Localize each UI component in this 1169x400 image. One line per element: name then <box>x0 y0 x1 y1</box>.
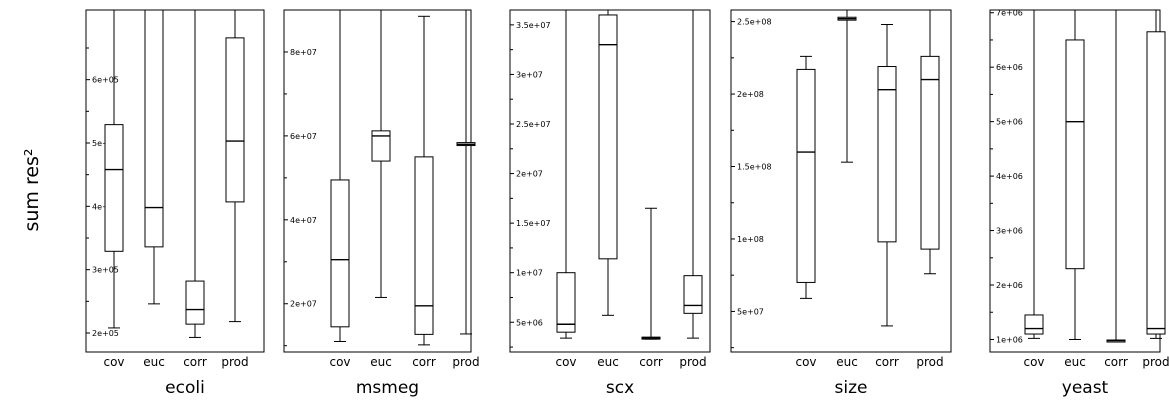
box-cov <box>104 10 124 329</box>
iqr-box <box>144 9 164 248</box>
category-label-prod: prod <box>452 355 479 369</box>
category-label-euc: euc <box>836 355 858 369</box>
panel-scx: 5e+06 1e+07 1.5e+07 2e+07 2.5e+07 3e+07 3.5e+0… <box>509 9 711 398</box>
box-euc <box>837 10 857 163</box>
iqr-box <box>225 37 245 203</box>
box-cov <box>330 10 350 343</box>
iqr-box <box>796 68 816 283</box>
iqr-box <box>330 179 350 328</box>
panel-title: msmeg <box>356 378 419 398</box>
box-corr <box>877 23 897 327</box>
y-tick-label: 4e+06 <box>996 172 1023 181</box>
category-label-corr: corr <box>412 355 436 369</box>
category-label-cov: cov <box>103 355 124 369</box>
category-label-euc: euc <box>370 355 392 369</box>
y-tick-label: 4e+07 <box>290 216 317 225</box>
y-tick-label: 6e+05 <box>92 76 119 85</box>
category-label-corr: corr <box>639 355 663 369</box>
y-tick-label: 2e+07 <box>516 170 543 179</box>
box-euc <box>144 9 164 305</box>
y-tick-label: 2.5e+07 <box>516 120 551 129</box>
category-label-prod: prod <box>679 355 706 369</box>
box-cov <box>796 55 816 299</box>
iqr-box <box>683 275 703 314</box>
box-prod <box>1146 10 1166 339</box>
y-tick-label: 2e+06 <box>996 281 1023 290</box>
iqr-box <box>877 66 897 243</box>
category-label-cov: cov <box>1023 355 1044 369</box>
panel-title: scx <box>606 378 634 398</box>
category-label-cov: cov <box>795 355 816 369</box>
y-tick-label: 7e+06 <box>996 9 1023 18</box>
y-tick-label: 5e+06 <box>996 118 1023 127</box>
category-label-euc: euc <box>597 355 619 369</box>
iqr-box <box>185 280 205 325</box>
category-label-euc: euc <box>143 355 165 369</box>
category-label-prod: prod <box>221 355 248 369</box>
y-tick-label: 3e+07 <box>516 70 543 79</box>
box-prod <box>683 10 703 339</box>
category-label-prod: prod <box>1142 355 1169 369</box>
iqr-box <box>920 55 940 250</box>
y-tick-label: 2e+08 <box>737 90 764 99</box>
category-label-corr: corr <box>875 355 899 369</box>
box-corr <box>641 207 661 340</box>
y-tick-label: 2.5e+08 <box>737 18 772 27</box>
iqr-box <box>556 272 576 333</box>
plot-frame <box>509 9 711 353</box>
y-tick-label: 8e+07 <box>290 48 317 57</box>
category-label-prod: prod <box>916 355 943 369</box>
panel-title: size <box>835 378 868 398</box>
iqr-box <box>1024 314 1044 335</box>
y-tick-label: 5e+06 <box>516 318 543 327</box>
iqr-box <box>598 14 618 260</box>
y-tick-label: 1.5e+08 <box>737 163 772 172</box>
box-corr <box>185 10 205 338</box>
box-euc <box>1065 10 1085 340</box>
y-tick-label: 6e+07 <box>290 132 317 141</box>
y-tick-label: 1e+08 <box>737 235 764 244</box>
iqr-box <box>104 124 124 252</box>
iqr-box <box>1065 39 1085 270</box>
iqr-box <box>1146 31 1166 335</box>
panel-ecoli: 2e+053e+054e+055e+056e+05coveuccorrprode… <box>85 9 265 398</box>
box-euc <box>371 10 391 298</box>
panel-title: ecoli <box>165 378 205 398</box>
category-label-cov: cov <box>329 355 350 369</box>
box-prod <box>456 10 476 335</box>
panel-msmeg: 2e+07 4e+07 6e+07 8e+07 cov euc corr prod msmeg <box>283 9 480 398</box>
box-prod <box>225 10 245 323</box>
y-axis-label: sum res² <box>21 148 43 231</box>
iqr-box <box>371 130 391 162</box>
y-tick-label: 3e+06 <box>996 227 1023 236</box>
box-cov <box>1024 10 1044 339</box>
chart-panels: 2e+053e+054e+055e+056e+05coveuccorrprode… <box>85 9 1169 398</box>
y-tick-label: 2e+05 <box>92 329 119 338</box>
y-tick-label: 5e+07 <box>737 307 764 316</box>
category-label-corr: corr <box>183 355 207 369</box>
box-euc <box>598 10 618 316</box>
box-prod <box>920 10 940 275</box>
plot-frame <box>85 9 265 353</box>
plot-frame <box>730 9 952 353</box>
y-tick-label: 1e+06 <box>996 335 1023 344</box>
iqr-box <box>414 156 434 335</box>
panel-size: 5e+07 1e+08 1.5e+08 2e+08 2.5e+08 cov euc corr p… <box>730 9 952 398</box>
panel-title: yeast <box>1062 378 1109 398</box>
y-tick-label: 1e+07 <box>516 269 543 278</box>
category-label-cov: cov <box>555 355 576 369</box>
panel-yeast: 1e+06 2e+06 3e+06 4e+06 5e+06 6e+06 7e+06 cov eu… <box>989 9 1169 398</box>
y-tick-label: 1.5e+07 <box>516 219 551 228</box>
category-label-euc: euc <box>1064 355 1086 369</box>
box-corr <box>1106 10 1126 343</box>
y-tick-label: 3.5e+07 <box>516 21 551 30</box>
y-tick-label: 3e+05 <box>92 266 119 275</box>
y-tick-label: 2e+07 <box>290 300 317 309</box>
y-tick-label: 6e+06 <box>996 63 1023 72</box>
category-label-corr: corr <box>1104 355 1128 369</box>
box-cov <box>556 10 576 339</box>
plot-frame <box>283 9 472 353</box>
box-corr <box>414 15 434 346</box>
